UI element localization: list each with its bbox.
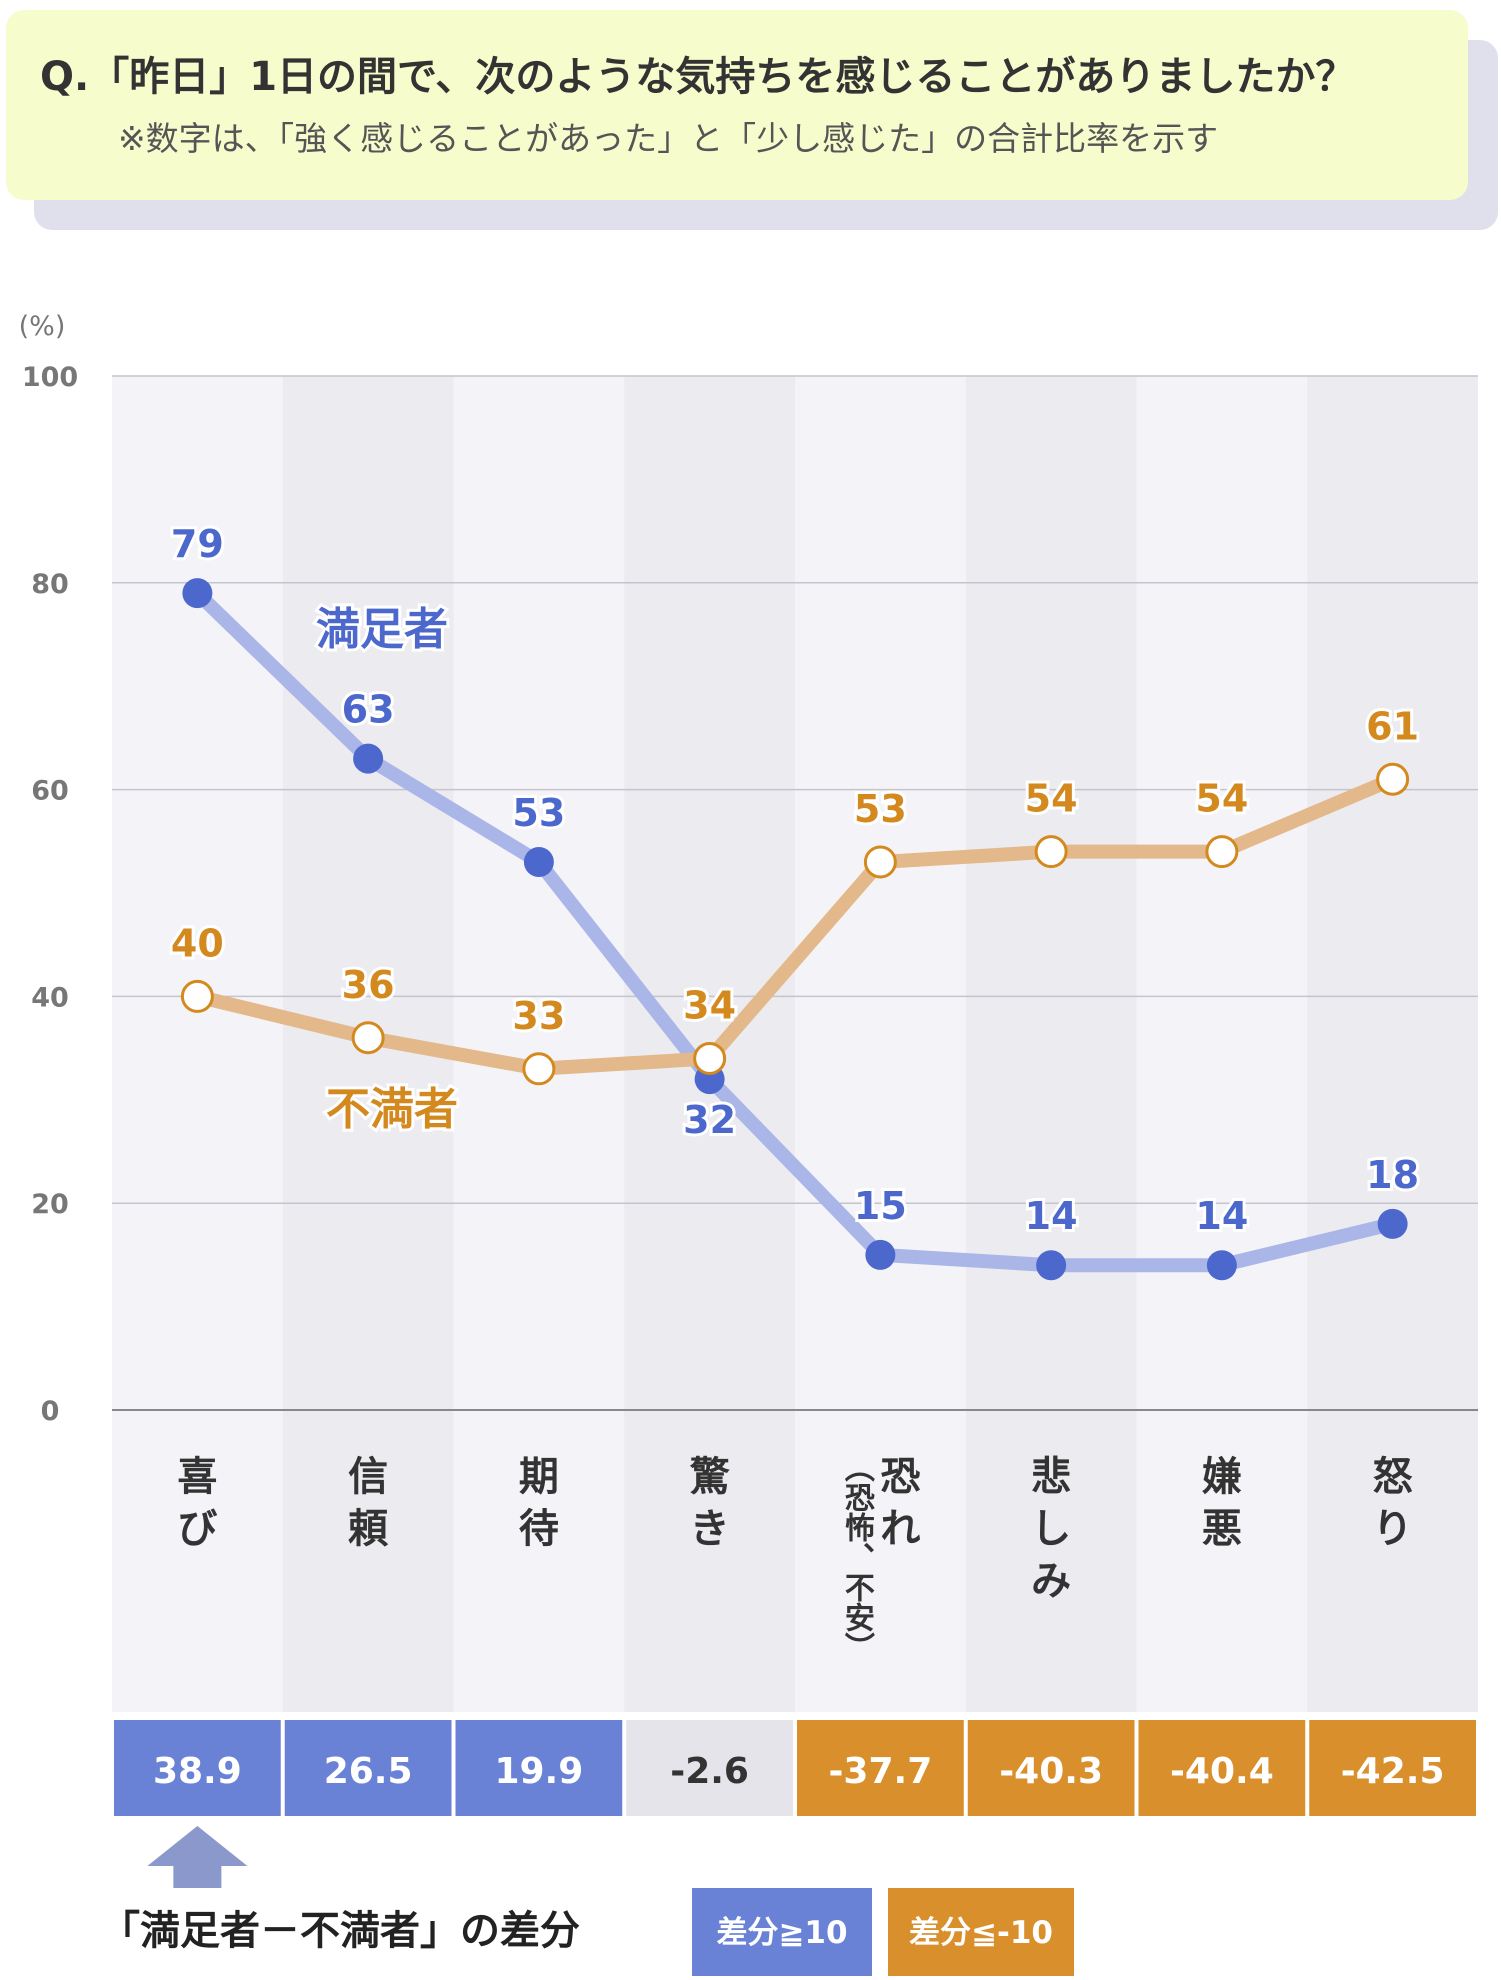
category-label: 頼	[348, 1506, 389, 1552]
difference-value: 38.9	[153, 1751, 242, 1792]
category-label: 待	[519, 1506, 559, 1552]
difference-value: 26.5	[324, 1751, 413, 1792]
difference-box	[967, 1720, 1135, 1816]
y-tick-label: 40	[31, 982, 69, 1013]
data-point	[865, 1239, 896, 1270]
legend-negative-label: 差分≦-10	[909, 1915, 1053, 1951]
y-tick-label: 0	[41, 1396, 60, 1427]
category-label: 信	[348, 1454, 388, 1500]
data-label: 14	[1025, 1194, 1078, 1238]
category-label: 悪	[1202, 1506, 1242, 1552]
category-label: り	[1373, 1506, 1413, 1552]
category-sublabel: （恐怖、不安）	[839, 1452, 875, 1662]
difference-value: 19.9	[494, 1751, 583, 1792]
y-unit-label: (%)	[19, 311, 66, 342]
legend-positive-label: 差分≧10	[716, 1915, 847, 1951]
category-label: 恐	[880, 1454, 920, 1500]
y-tick-label: 60	[31, 776, 69, 807]
y-tick-label: 80	[31, 569, 69, 600]
difference-box	[626, 1720, 793, 1816]
column-band	[1307, 376, 1478, 1712]
difference-box	[1309, 1720, 1476, 1816]
data-point	[1377, 1208, 1408, 1239]
data-label: 34	[683, 983, 736, 1027]
data-label: 33	[512, 994, 565, 1038]
data-label: 54	[1195, 777, 1248, 821]
data-point	[182, 578, 213, 609]
legend-positive-swatch	[692, 1888, 872, 1976]
data-point	[353, 743, 384, 774]
data-point	[1206, 1250, 1237, 1281]
difference-box	[797, 1720, 964, 1816]
data-point	[693, 1041, 727, 1075]
y-tick-label: 20	[31, 1189, 69, 1220]
difference-box	[114, 1720, 281, 1816]
category-label: み	[1031, 1558, 1071, 1604]
data-point	[1034, 835, 1068, 869]
data-label: 18	[1366, 1153, 1419, 1197]
difference-value: -2.6	[670, 1751, 749, 1792]
data-point	[1205, 835, 1239, 869]
data-point	[180, 979, 214, 1013]
data-point	[523, 846, 554, 877]
data-label: 53	[512, 791, 565, 835]
difference-box	[1138, 1720, 1306, 1816]
data-label: 54	[1025, 777, 1078, 821]
question-title: Q.「昨日」1日の間で、次のような気持ちを感じることがありましたか？	[40, 54, 1356, 100]
question-note: ※数字は、「強く感じることがあった」と「少し感じた」の合計比率を示す	[118, 119, 1219, 158]
data-label: 53	[854, 787, 907, 831]
category-label: れ	[880, 1506, 920, 1552]
series-name-label: 不満者	[326, 1084, 458, 1135]
data-label: 79	[171, 522, 224, 566]
column-band	[453, 376, 625, 1712]
category-label: 期	[519, 1454, 559, 1500]
category-label: び	[177, 1506, 217, 1552]
y-tick-label: 100	[22, 362, 78, 393]
legend-negative-swatch	[888, 1888, 1074, 1976]
data-point	[351, 1021, 385, 1055]
data-label: 32	[683, 1098, 736, 1142]
data-point	[1036, 1250, 1067, 1281]
difference-value: -40.3	[999, 1751, 1103, 1792]
category-label: 喜	[177, 1454, 217, 1500]
data-point	[522, 1052, 556, 1086]
series-name-label: 満足者	[316, 604, 448, 655]
category-label: き	[690, 1506, 730, 1552]
data-point	[1376, 762, 1410, 796]
difference-value: -42.5	[1341, 1751, 1445, 1792]
data-label: 15	[854, 1184, 907, 1228]
difference-legend-label: 「満足者－不満者」の差分	[100, 1908, 580, 1954]
arrow-up-icon	[147, 1826, 248, 1888]
category-label: 怒	[1373, 1454, 1413, 1500]
data-label: 36	[342, 963, 395, 1007]
column-band	[965, 376, 1137, 1712]
difference-value: -37.7	[828, 1751, 932, 1792]
column-band	[1136, 376, 1308, 1712]
data-label: 14	[1195, 1194, 1248, 1238]
data-label: 40	[171, 921, 224, 965]
difference-value: -40.4	[1170, 1751, 1274, 1792]
data-point	[863, 845, 897, 879]
difference-box	[284, 1720, 452, 1816]
data-label: 61	[1366, 704, 1419, 748]
column-band	[795, 376, 966, 1712]
category-label: 驚	[690, 1454, 731, 1500]
category-label: 悲	[1031, 1454, 1071, 1500]
category-label: 嫌	[1202, 1454, 1242, 1500]
category-label: し	[1031, 1506, 1071, 1552]
series-line	[190, 586, 1400, 1273]
question-box	[6, 10, 1468, 200]
data-label: 63	[342, 688, 395, 732]
difference-box	[455, 1720, 623, 1816]
series-line	[190, 772, 1400, 1076]
